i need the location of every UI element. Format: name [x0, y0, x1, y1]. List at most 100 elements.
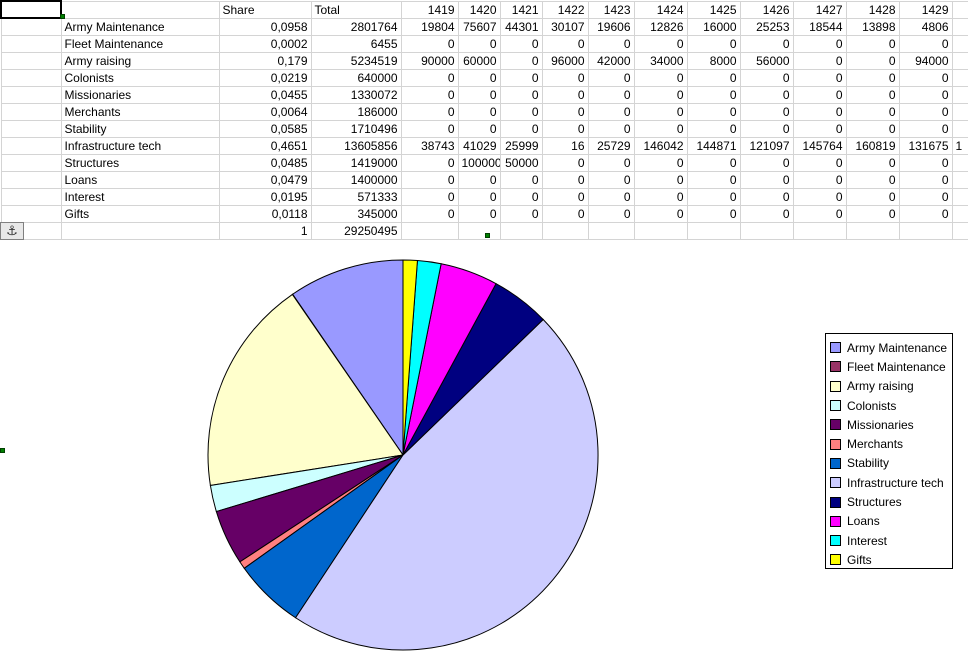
total-cell[interactable]: 1400000 — [310, 170, 402, 189]
legend-entry[interactable]: Infrastructure tech — [830, 473, 952, 492]
row-label[interactable]: Merchants — [60, 102, 220, 121]
overflow-cell[interactable] — [951, 17, 968, 36]
value-cell[interactable]: 0 — [457, 34, 501, 53]
header-total[interactable]: Total — [310, 0, 402, 19]
value-cell[interactable]: 0 — [400, 170, 459, 189]
value-cell[interactable]: 0 — [898, 102, 953, 121]
value-cell[interactable]: 0 — [400, 204, 459, 223]
value-cell[interactable]: 0 — [633, 34, 688, 53]
value-cell[interactable]: 0 — [686, 170, 741, 189]
chart-anchor[interactable]: ⚓ — [0, 222, 24, 240]
row-label[interactable]: Missionaries — [60, 85, 220, 104]
total-cell[interactable]: 5234519 — [310, 51, 402, 70]
value-cell[interactable]: 25729 — [587, 136, 635, 155]
pie-slice-army-raising[interactable] — [207, 293, 404, 487]
share-cell[interactable]: 0,4651 — [218, 136, 312, 155]
cell[interactable] — [457, 221, 501, 240]
cell[interactable] — [792, 221, 847, 240]
selection-handle[interactable] — [60, 14, 65, 19]
overflow-cell[interactable] — [951, 34, 968, 53]
value-cell[interactable]: 0 — [457, 85, 501, 104]
row-label[interactable]: Infrastructure tech — [60, 136, 220, 155]
legend-entry[interactable]: Army raising — [830, 377, 952, 396]
value-cell[interactable]: 100000 — [457, 153, 501, 172]
total-cell[interactable]: 186000 — [310, 102, 402, 121]
value-cell[interactable]: 0 — [541, 85, 589, 104]
value-cell[interactable]: 0 — [898, 170, 953, 189]
value-cell[interactable]: 4806 — [898, 17, 953, 36]
value-cell[interactable]: 0 — [587, 204, 635, 223]
share-cell[interactable]: 0,0485 — [218, 153, 312, 172]
value-cell[interactable]: 0 — [457, 119, 501, 138]
value-cell[interactable]: 60000 — [457, 51, 501, 70]
value-cell[interactable]: 0 — [739, 119, 794, 138]
value-cell[interactable]: 0 — [633, 170, 688, 189]
legend-entry[interactable]: Structures — [830, 492, 952, 511]
value-cell[interactable]: 131675 — [898, 136, 953, 155]
header-year[interactable]: 1427 — [792, 0, 847, 19]
value-cell[interactable]: 0 — [633, 204, 688, 223]
value-cell[interactable]: 0 — [792, 85, 847, 104]
row-label[interactable]: Army Maintenance — [60, 17, 220, 36]
grand-total-cell[interactable]: 29250495 — [310, 221, 402, 240]
header-year[interactable]: 1422 — [541, 0, 589, 19]
total-cell[interactable]: 571333 — [310, 187, 402, 206]
cell[interactable] — [400, 221, 459, 240]
cell[interactable] — [0, 119, 62, 138]
value-cell[interactable]: 0 — [499, 119, 543, 138]
share-cell[interactable]: 0,179 — [218, 51, 312, 70]
value-cell[interactable]: 19606 — [587, 17, 635, 36]
overflow-cell[interactable]: 1 — [951, 136, 968, 155]
cell[interactable] — [951, 0, 968, 19]
header-share[interactable]: Share — [218, 0, 312, 19]
cell[interactable] — [0, 153, 62, 172]
overflow-cell[interactable] — [951, 204, 968, 223]
share-cell[interactable]: 0,0455 — [218, 85, 312, 104]
cell[interactable] — [60, 0, 220, 19]
total-cell[interactable]: 1330072 — [310, 85, 402, 104]
total-cell[interactable]: 13605856 — [310, 136, 402, 155]
legend-entry[interactable]: Missionaries — [830, 415, 952, 434]
value-cell[interactable]: 0 — [457, 102, 501, 121]
overflow-cell[interactable] — [951, 85, 968, 104]
value-cell[interactable]: 121097 — [739, 136, 794, 155]
value-cell[interactable]: 0 — [541, 68, 589, 87]
header-year[interactable]: 1420 — [457, 0, 501, 19]
share-cell[interactable]: 0,0479 — [218, 170, 312, 189]
value-cell[interactable]: 42000 — [587, 51, 635, 70]
value-cell[interactable]: 19804 — [400, 17, 459, 36]
row-label[interactable]: Army raising — [60, 51, 220, 70]
value-cell[interactable]: 0 — [400, 102, 459, 121]
legend-entry[interactable]: Loans — [830, 512, 952, 531]
row-label[interactable]: Stability — [60, 119, 220, 138]
value-cell[interactable]: 0 — [898, 34, 953, 53]
legend-entry[interactable]: Fleet Maintenance — [830, 357, 952, 376]
value-cell[interactable]: 0 — [587, 153, 635, 172]
value-cell[interactable]: 0 — [898, 187, 953, 206]
share-cell[interactable]: 0,0118 — [218, 204, 312, 223]
value-cell[interactable]: 0 — [898, 68, 953, 87]
value-cell[interactable]: 0 — [792, 204, 847, 223]
value-cell[interactable]: 56000 — [739, 51, 794, 70]
cell[interactable] — [587, 221, 635, 240]
value-cell[interactable]: 0 — [845, 204, 900, 223]
value-cell[interactable]: 0 — [587, 68, 635, 87]
value-cell[interactable]: 0 — [845, 68, 900, 87]
overflow-cell[interactable] — [951, 102, 968, 121]
value-cell[interactable]: 0 — [739, 170, 794, 189]
row-label[interactable]: Loans — [60, 170, 220, 189]
pie-slice-infrastructure-tech[interactable] — [294, 318, 599, 651]
value-cell[interactable]: 25253 — [739, 17, 794, 36]
value-cell[interactable]: 16 — [541, 136, 589, 155]
cell[interactable] — [951, 221, 968, 240]
pie-slice-army-maintenance[interactable] — [291, 259, 404, 457]
value-cell[interactable]: 0 — [845, 170, 900, 189]
value-cell[interactable]: 0 — [845, 153, 900, 172]
value-cell[interactable]: 0 — [739, 34, 794, 53]
header-year[interactable]: 1423 — [587, 0, 635, 19]
legend-entry[interactable]: Stability — [830, 454, 952, 473]
overflow-cell[interactable] — [951, 68, 968, 87]
value-cell[interactable]: 0 — [686, 119, 741, 138]
overflow-cell[interactable] — [951, 187, 968, 206]
cell[interactable] — [499, 221, 543, 240]
